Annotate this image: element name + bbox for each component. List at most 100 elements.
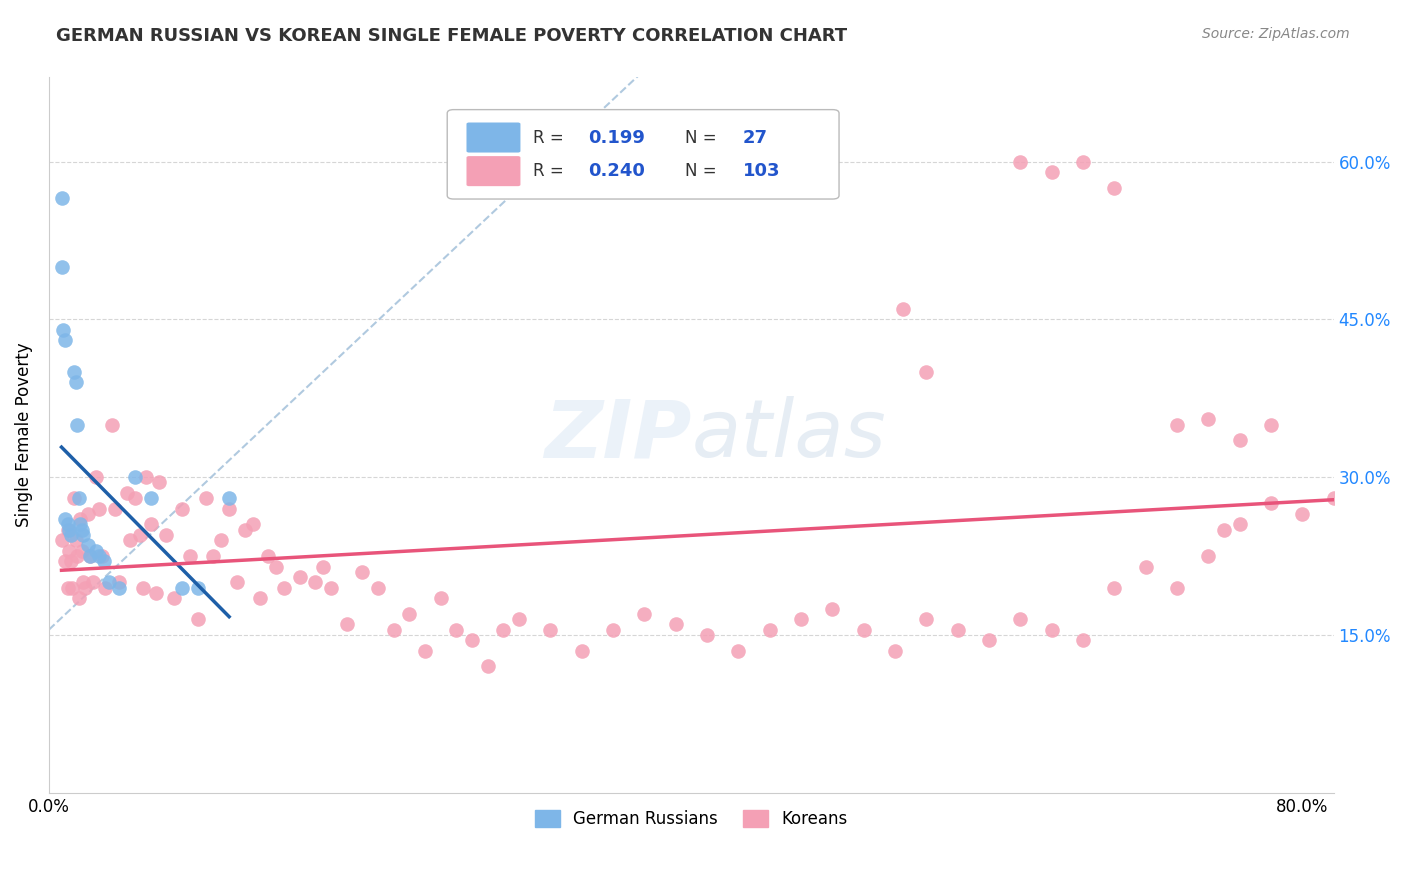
- Text: R =: R =: [533, 128, 569, 146]
- Point: [124, 470, 146, 484]
- Point: [145, 586, 167, 600]
- Point: [72, 575, 94, 590]
- Point: [67, 491, 90, 505]
- Point: [446, 623, 468, 637]
- Point: [202, 549, 225, 563]
- FancyBboxPatch shape: [467, 156, 520, 186]
- Point: [172, 581, 194, 595]
- Point: [77, 539, 100, 553]
- Point: [209, 533, 232, 548]
- FancyBboxPatch shape: [447, 110, 839, 199]
- Point: [163, 591, 186, 605]
- Point: [429, 591, 451, 605]
- Point: [1166, 581, 1188, 595]
- Point: [62, 581, 84, 595]
- Text: GERMAN RUSSIAN VS KOREAN SINGLE FEMALE POVERTY CORRELATION CHART: GERMAN RUSSIAN VS KOREAN SINGLE FEMALE P…: [56, 27, 848, 45]
- Point: [1291, 507, 1313, 521]
- Point: [218, 491, 240, 505]
- Point: [87, 549, 110, 563]
- Point: [148, 475, 170, 490]
- Point: [884, 643, 907, 657]
- Point: [1040, 623, 1063, 637]
- Point: [91, 549, 114, 563]
- Point: [87, 501, 110, 516]
- Point: [69, 512, 91, 526]
- Point: [94, 581, 117, 595]
- Point: [352, 565, 374, 579]
- Point: [665, 617, 688, 632]
- Point: [65, 533, 87, 548]
- Point: [413, 643, 436, 657]
- Point: [461, 633, 484, 648]
- Text: N =: N =: [685, 128, 721, 146]
- Point: [226, 575, 249, 590]
- Point: [304, 575, 326, 590]
- Point: [758, 623, 780, 637]
- Point: [56, 581, 79, 595]
- Point: [367, 581, 389, 595]
- Point: [187, 581, 209, 595]
- Point: [108, 575, 131, 590]
- Text: atlas: atlas: [692, 396, 886, 474]
- Point: [132, 581, 155, 595]
- Point: [915, 612, 938, 626]
- Text: R =: R =: [533, 162, 569, 180]
- Point: [66, 417, 89, 432]
- Point: [69, 517, 91, 532]
- Point: [1040, 165, 1063, 179]
- Point: [63, 491, 86, 505]
- Point: [66, 549, 89, 563]
- Point: [477, 659, 499, 673]
- Point: [65, 376, 87, 390]
- Point: [139, 517, 162, 532]
- Point: [139, 491, 162, 505]
- Point: [135, 470, 157, 484]
- Point: [56, 517, 79, 532]
- Point: [120, 533, 142, 548]
- Y-axis label: Single Female Poverty: Single Female Poverty: [15, 343, 32, 527]
- Point: [538, 623, 561, 637]
- Text: N =: N =: [685, 162, 721, 180]
- Point: [633, 607, 655, 621]
- Point: [1323, 491, 1346, 505]
- Point: [1135, 559, 1157, 574]
- Point: [1260, 496, 1282, 510]
- Point: [124, 491, 146, 505]
- Point: [172, 501, 194, 516]
- Point: [53, 334, 76, 348]
- Point: [727, 643, 749, 657]
- Point: [52, 323, 75, 337]
- Point: [73, 581, 96, 595]
- Point: [194, 491, 217, 505]
- Point: [93, 554, 115, 568]
- Point: [1197, 412, 1219, 426]
- Point: [79, 549, 101, 563]
- Point: [51, 533, 73, 548]
- Point: [312, 559, 335, 574]
- Point: [852, 623, 875, 637]
- Point: [70, 523, 93, 537]
- Text: 103: 103: [742, 162, 780, 180]
- Point: [398, 607, 420, 621]
- Point: [696, 628, 718, 642]
- Point: [264, 559, 287, 574]
- Point: [1071, 633, 1094, 648]
- Point: [249, 591, 271, 605]
- Point: [1229, 517, 1251, 532]
- Point: [915, 365, 938, 379]
- Point: [84, 543, 107, 558]
- Point: [1260, 417, 1282, 432]
- Point: [53, 512, 76, 526]
- Text: 0.199: 0.199: [589, 128, 645, 146]
- Point: [273, 581, 295, 595]
- Point: [53, 554, 76, 568]
- Point: [602, 623, 624, 637]
- Point: [977, 633, 1000, 648]
- Point: [59, 528, 82, 542]
- Text: ZIP: ZIP: [544, 396, 692, 474]
- Point: [319, 581, 342, 595]
- Point: [257, 549, 280, 563]
- Point: [382, 623, 405, 637]
- Point: [242, 517, 264, 532]
- Point: [67, 591, 90, 605]
